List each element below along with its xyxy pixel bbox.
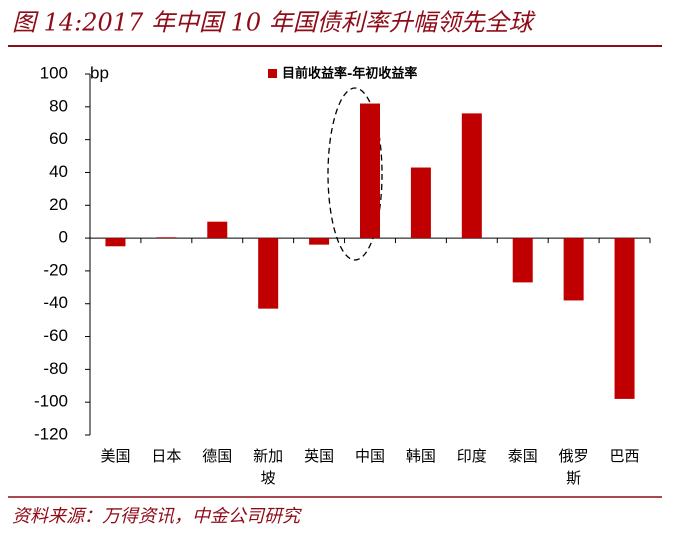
highlight-ellipse: [327, 87, 383, 261]
y-unit: bp: [90, 63, 109, 82]
bar: [156, 237, 177, 239]
y-tick-label: -40: [43, 293, 68, 312]
bar: [614, 238, 635, 399]
bar: [563, 238, 584, 301]
x-tick-label: 泰国: [508, 447, 538, 465]
y-tick-label: -60: [43, 326, 68, 345]
x-tick-label: 英国: [304, 447, 334, 465]
y-tick-label: -20: [43, 260, 68, 279]
y-tick-label: 0: [59, 228, 68, 247]
y-tick-label: 40: [49, 162, 68, 181]
chart-title: 图 14:2017 年中国 10 年国债利率升幅领先全球: [12, 9, 536, 37]
bar: [461, 113, 482, 239]
bar: [207, 221, 228, 239]
y-tick-label: -100: [34, 392, 68, 411]
x-tick-label: 美国: [100, 447, 130, 465]
x-tick-label: 韩国: [406, 447, 436, 465]
bar: [309, 238, 330, 245]
x-tick-label: 印度: [457, 447, 487, 465]
legend-swatch: [268, 69, 277, 78]
x-tick-label: 巴西: [610, 447, 640, 465]
source: 资料来源：万得资讯，中金公司研究: [12, 506, 302, 527]
y-tick-label: 60: [49, 129, 68, 148]
x-tick-label: 中国: [355, 447, 385, 465]
x-tick-label: 新加坡: [253, 447, 283, 487]
y-tick-label: -80: [43, 359, 68, 378]
bar: [360, 103, 380, 239]
bar: [512, 238, 533, 283]
y-tick-label: 100: [40, 63, 68, 82]
x-tick-label: 日本: [151, 447, 181, 465]
y-tick-label: 80: [49, 96, 68, 115]
x-tick-label: 俄罗斯: [559, 447, 589, 487]
y-tick-label: -120: [34, 424, 68, 443]
bar: [410, 167, 431, 239]
bar: [105, 238, 126, 247]
y-tick-label: 20: [49, 195, 68, 214]
bar: [258, 238, 279, 309]
legend-label: 目前收益率-年初收益率: [282, 66, 417, 82]
x-tick-label: 德国: [202, 447, 232, 465]
